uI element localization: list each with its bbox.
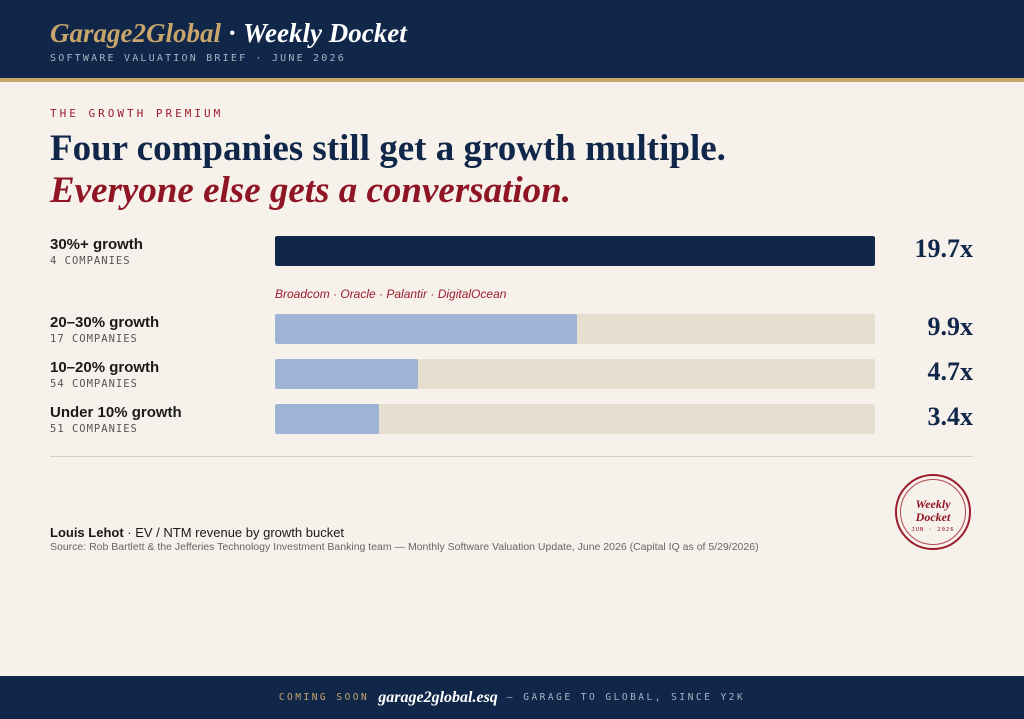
- seal-inner-ring: [900, 479, 966, 545]
- bar-value-label: 3.4x: [927, 402, 974, 431]
- bar-track: [275, 404, 875, 434]
- bar-label: 30%+ growth: [50, 236, 143, 253]
- bar: [275, 359, 418, 389]
- divider: [50, 456, 973, 457]
- header-bar: Garage2Global · Weekly Docket SOFTWARE V…: [0, 0, 1024, 78]
- brand-name: Garage2Global: [50, 18, 221, 48]
- source-note: Source: Rob Bartlett & the Jefferies Tec…: [50, 541, 759, 553]
- bar-value-label: 4.7x: [927, 357, 974, 386]
- bar-count: 4 COMPANIES: [50, 255, 131, 267]
- bar-label: Under 10% growth: [50, 404, 182, 421]
- bar-track: [275, 314, 875, 344]
- docket-seal: Weekly Docket JUN · 2026: [895, 474, 971, 550]
- footer-bar: COMING SOON garage2global.esq — GARAGE T…: [0, 676, 1024, 719]
- brand-docket: Weekly Docket: [243, 18, 407, 48]
- bar-count: 54 COMPANIES: [50, 378, 138, 390]
- seal-line-2: Docket: [915, 510, 951, 524]
- bar: [275, 236, 875, 266]
- bar-value-label: 19.7x: [914, 234, 974, 263]
- bar: [275, 314, 577, 344]
- bar-value-label: 9.9x: [927, 312, 974, 341]
- seal-line-3: JUN · 2026: [911, 527, 955, 533]
- seal-line-1: Weekly: [915, 497, 951, 511]
- byline: Louis Lehot · EV / NTM revenue by growth…: [50, 525, 344, 540]
- chart-description: · EV / NTM revenue by growth bucket: [123, 525, 345, 540]
- bar-label: 20–30% growth: [50, 314, 160, 331]
- bar-track: [275, 359, 875, 389]
- bar-label: 10–20% growth: [50, 359, 160, 376]
- brand-separator: ·: [227, 18, 237, 48]
- site-link[interactable]: garage2global.esq: [378, 688, 498, 706]
- bar-count: 17 COMPANIES: [50, 333, 138, 345]
- bar-track: [275, 236, 875, 266]
- header-rule: [0, 78, 1024, 82]
- coming-soon-label: COMING SOON: [278, 692, 370, 703]
- top-bucket-companies: Broadcom · Oracle · Palantir · DigitalOc…: [275, 287, 507, 301]
- footer-tagline: — GARAGE TO GLOBAL, SINCE Y2K: [506, 692, 746, 703]
- author-name: Louis Lehot: [50, 525, 124, 540]
- kicker: THE GROWTH PREMIUM: [50, 107, 224, 120]
- bar: [275, 404, 379, 434]
- brand-subtitle: SOFTWARE VALUATION BRIEF · JUNE 2026: [50, 53, 346, 64]
- brand-title: Garage2Global · Weekly Docket: [50, 18, 407, 49]
- bar-count: 51 COMPANIES: [50, 423, 138, 435]
- headline-line-1: Four companies still get a growth multip…: [50, 128, 726, 169]
- headline-line-2: Everyone else gets a conversation.: [50, 170, 571, 211]
